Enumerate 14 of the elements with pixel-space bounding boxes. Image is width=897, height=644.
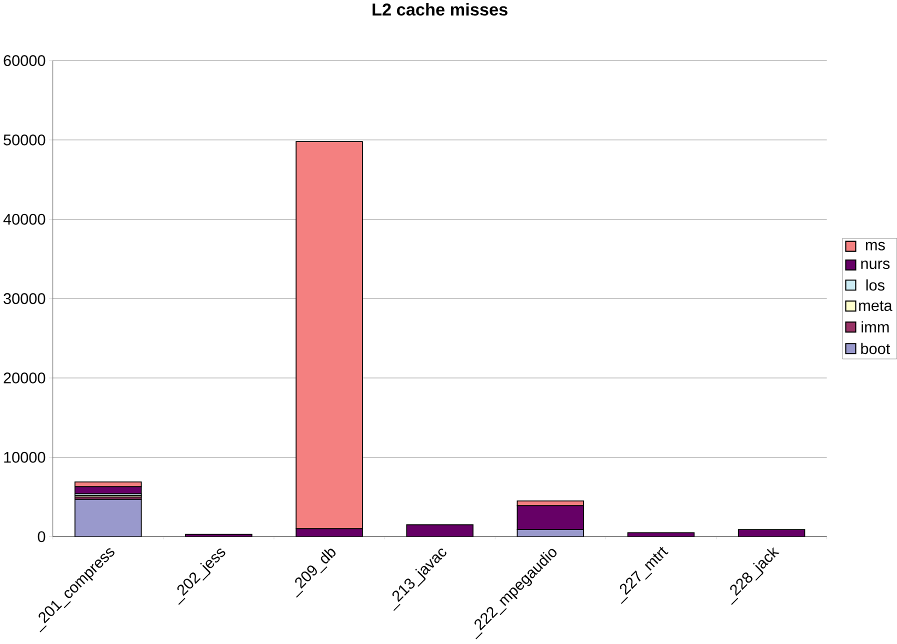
y-tick-label: 20000: [4, 372, 46, 384]
y-tick-label: 60000: [4, 55, 46, 66]
legend-label: nurs: [861, 260, 890, 270]
y-tick-label: 30000: [4, 293, 46, 304]
y-tick-label: 10000: [4, 452, 46, 464]
legend-label: imm: [862, 322, 889, 333]
chart-title: L2 cache misses: [372, 3, 508, 16]
y-tick-label: 50000: [4, 134, 46, 146]
y-tick-label: 40000: [3, 214, 46, 225]
legend-label: boot: [861, 343, 890, 354]
y-tick-label: 0: [38, 531, 46, 542]
legend-label: ms: [866, 242, 885, 251]
legend-label: los: [866, 280, 884, 291]
legend-label: meta: [859, 301, 892, 312]
